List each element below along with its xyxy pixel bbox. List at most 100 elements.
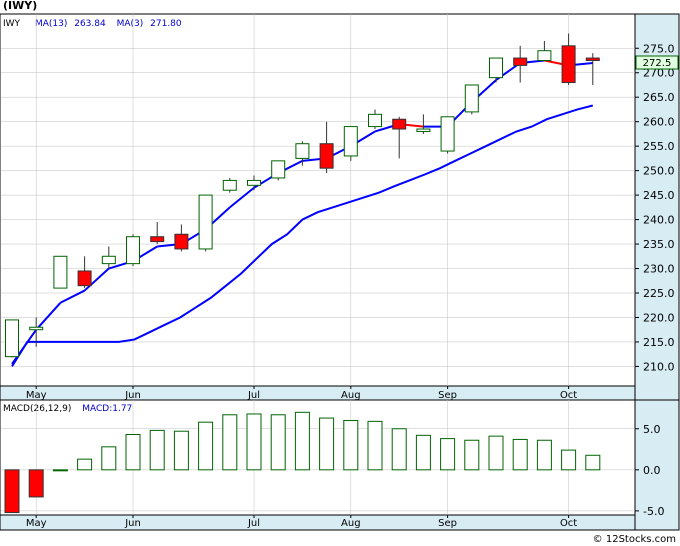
price-tag-box <box>635 55 679 70</box>
legend-ticker: IWY <box>3 19 21 29</box>
macd-x-tick-label: Jun <box>124 518 141 529</box>
candle-body <box>416 128 431 132</box>
price-xaxis-band <box>0 385 636 401</box>
price-y-tick-label: 255.0 <box>643 140 675 153</box>
macd-axis-band <box>634 399 680 531</box>
legend-ma13-value: 263.84 <box>74 19 106 29</box>
candle-body <box>489 57 503 79</box>
price-axis-band <box>634 13 680 401</box>
price-x-tick-label: Oct <box>560 390 577 401</box>
legend-ma3-value: 271.80 <box>150 19 182 29</box>
macd-bar <box>101 446 117 471</box>
macd-xaxis-band <box>0 514 636 531</box>
legend: IWY MA(13) 263.84 MA(3) 271.80 <box>3 19 182 29</box>
price-y-tick-label: 240.0 <box>643 214 675 227</box>
price-x-ticks: May Jun Jul Aug Sep Oct <box>26 386 577 401</box>
ma3-segment <box>35 302 62 331</box>
price-y-tick-label: 215.0 <box>643 336 675 349</box>
macd-bar <box>294 411 310 471</box>
macd-bar <box>343 420 359 471</box>
macd-legend-value: MACD:1.77 <box>82 404 132 414</box>
macd-x-tick-label: Jul <box>247 518 260 529</box>
ma13-line <box>11 104 594 367</box>
price-x-tick-label: Jun <box>124 390 141 401</box>
ma13-path <box>11 104 594 367</box>
candle-body <box>77 270 92 287</box>
candle-body <box>513 57 528 66</box>
price-x-tick-label: May <box>26 390 47 401</box>
macd-bar <box>585 454 601 471</box>
macd-bar <box>415 434 431 471</box>
legend-ma3-label: MA(3) <box>117 19 144 29</box>
macd-bar <box>536 439 552 471</box>
macd-y-tick-label: -5.0 <box>643 505 664 518</box>
macd-bar <box>270 414 286 471</box>
macd-x-tick-label: Aug <box>341 518 361 529</box>
macd-legend: MACD(26,12,9) MACD:1.77 <box>3 404 132 414</box>
candle-body <box>271 160 286 179</box>
legend-ma13-label: MA(13) <box>35 19 67 29</box>
macd-bar <box>52 469 68 472</box>
candle-body <box>198 194 213 250</box>
macd-bar <box>28 469 44 498</box>
macd-x-tick-label: Oct <box>560 518 577 529</box>
price-y-tick-label: 235.0 <box>643 238 675 251</box>
macd-y-tick-label: 0.0 <box>643 464 661 477</box>
candle-body <box>585 57 600 61</box>
candle-body <box>319 143 334 169</box>
price-tag: 272.5 <box>643 58 672 69</box>
ma3-segment <box>59 289 86 304</box>
candle-body <box>222 179 237 191</box>
candle-body <box>174 233 189 250</box>
macd-bar <box>488 435 504 471</box>
candles <box>5 33 600 358</box>
macd-bar <box>464 439 480 471</box>
macd-bar <box>319 417 335 471</box>
macd-bar <box>246 413 262 471</box>
macd-bar <box>440 438 456 471</box>
price-y-tick-label: 225.0 <box>643 287 675 300</box>
price-x-tick-label: Aug <box>341 390 361 401</box>
candle-body <box>29 326 44 331</box>
price-y-tick-label: 250.0 <box>643 165 675 178</box>
candle-body <box>464 84 479 113</box>
candle-body <box>343 126 358 157</box>
candle-body <box>392 118 407 130</box>
ma3-segment <box>83 267 110 292</box>
chart-title: (IWY) <box>3 0 37 12</box>
price-y-tick-label: 270.0 <box>643 67 675 80</box>
price-y-tick-label: 260.0 <box>643 116 675 129</box>
price-x-tick-label: Jul <box>247 390 260 401</box>
candle-body <box>368 113 382 128</box>
macd-bar <box>198 421 214 471</box>
macd-bar <box>561 449 577 471</box>
candle-body <box>247 179 261 186</box>
price-y-ticks: 210.0 215.0 220.0 225.0 230.0 235.0 240.0 245.0… <box>635 42 675 373</box>
price-y-tick-label: 265.0 <box>643 91 675 104</box>
candle-body <box>53 255 68 289</box>
candle-body <box>101 255 116 265</box>
macd-bar <box>77 458 93 471</box>
macd-legend-label: MACD(26,12,9) <box>3 404 71 414</box>
price-x-tick-label: Sep <box>438 390 457 401</box>
candle-body <box>126 236 140 265</box>
macd-x-tick-label: Sep <box>438 518 457 529</box>
macd-y-tick-label: 5.0 <box>643 423 661 436</box>
candle-body <box>537 50 552 61</box>
price-y-tick-label: 230.0 <box>643 263 675 276</box>
macd-bar <box>512 438 528 471</box>
price-y-tick-label: 220.0 <box>643 311 675 324</box>
macd-bar <box>173 430 189 471</box>
macd-bar <box>367 420 383 471</box>
price-y-tick-label: 245.0 <box>643 189 675 202</box>
candle-body <box>295 143 310 159</box>
footer-credit: © 12Stocks.com <box>593 534 676 545</box>
macd-bars <box>4 411 601 514</box>
macd-bar <box>222 414 238 471</box>
candle-body <box>561 45 576 84</box>
candle-body <box>5 319 19 358</box>
candle-body <box>150 236 165 243</box>
macd-bar <box>391 428 407 471</box>
